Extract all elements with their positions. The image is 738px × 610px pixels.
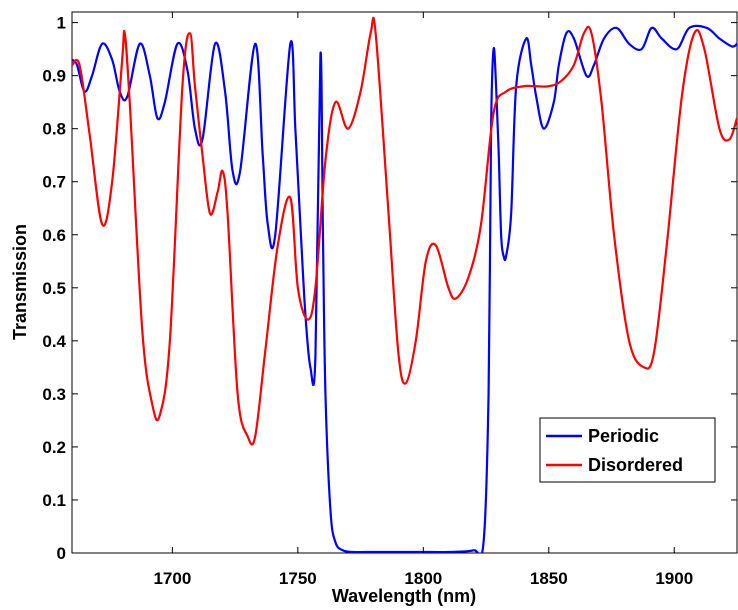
y-tick-label: 0.6 [42, 226, 66, 245]
y-tick-label: 0.9 [42, 67, 66, 86]
y-tick-label: 0.4 [42, 332, 66, 351]
series-line-periodic [72, 24, 737, 553]
legend: Periodic Disordered [539, 417, 716, 483]
y-axis-title: Transmission [10, 224, 30, 340]
tick-layer: 1700 1750 1800 1850 1900 0 0.1 0.2 0.3 0.4 0.5 0.6 0… [42, 12, 737, 588]
legend-box [539, 417, 716, 483]
plot-area: 1700 1750 1800 1850 1900 0 0.1 0.2 0.3 0.4 0.5 0.6 0… [42, 11, 738, 588]
x-tick-label: 1900 [655, 569, 693, 588]
y-tick-label: 0 [57, 544, 66, 563]
series-line-disordered [72, 16, 737, 446]
x-tick-label: 1850 [530, 569, 568, 588]
y-tick-label: 0.5 [42, 279, 66, 298]
x-tick-label: 1750 [279, 569, 317, 588]
x-tick-label: 1800 [404, 569, 442, 588]
y-tick-label: 0.1 [42, 491, 66, 510]
x-axis-title: Wavelength (nm) [332, 586, 476, 606]
y-tick-label: 0.7 [42, 173, 66, 192]
y-tick-label: 1 [57, 14, 66, 33]
legend-label-periodic: Periodic [588, 426, 659, 446]
legend-label-disordered: Disordered [588, 455, 683, 475]
x-tick-label: 1700 [153, 569, 191, 588]
y-tick-label: 0.8 [42, 120, 66, 139]
y-tick-label: 0.2 [42, 438, 66, 457]
y-tick-label: 0.3 [42, 385, 66, 404]
series-layer [72, 16, 737, 553]
